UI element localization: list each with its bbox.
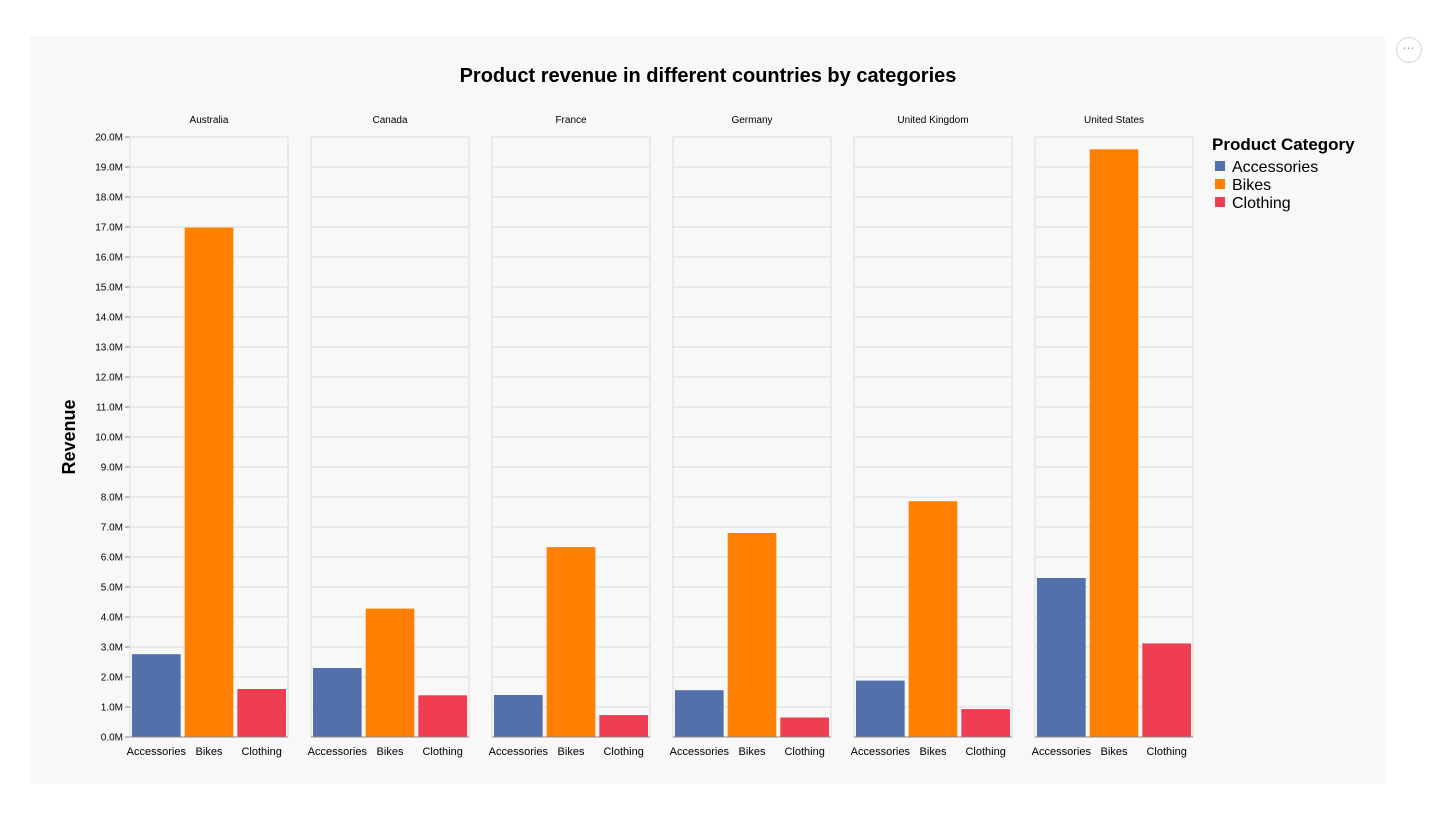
legend-item-bikes[interactable]: Bikes — [1215, 177, 1271, 194]
bar-accessories[interactable] — [856, 680, 905, 737]
y-tick-label: 2.0M — [101, 673, 123, 684]
x-category-label: Bikes — [558, 746, 585, 758]
facet-label: United Kingdom — [897, 115, 968, 126]
facet-france: France Accessories Bikes Clothing — [489, 115, 651, 758]
x-category-label: Bikes — [196, 746, 223, 758]
facet-label: Australia — [190, 115, 229, 126]
bar-accessories[interactable] — [1037, 578, 1086, 737]
x-category-label: Accessories — [127, 746, 187, 758]
y-axis-title: Revenue — [59, 399, 79, 474]
x-category-label: Clothing — [422, 746, 462, 758]
x-category-label: Bikes — [377, 746, 404, 758]
legend-label: Bikes — [1232, 177, 1271, 194]
x-category-label: Accessories — [489, 746, 549, 758]
bar-accessories[interactable] — [313, 668, 362, 737]
facet-united-kingdom: United Kingdom Accessories Bikes Clothing — [851, 115, 1013, 758]
bar-bikes[interactable] — [365, 608, 415, 737]
facets: Australia Accessories Bikes Clothing Canada A… — [127, 115, 1194, 758]
legend-swatch — [1215, 161, 1225, 171]
x-category-label: Bikes — [1101, 746, 1128, 758]
y-tick-label: 18.0M — [95, 193, 123, 204]
facet-germany: Germany Accessories Bikes Clothing — [670, 115, 832, 758]
bar-clothing[interactable] — [780, 717, 829, 738]
y-axis-ticks: 0.0M 1.0M 2.0M 3.0M 4.0M 5.0M 6.0M 7.0M 8.0M 9.0M… — [95, 133, 130, 744]
bar-accessories[interactable] — [494, 695, 543, 737]
legend-item-clothing[interactable]: Clothing — [1215, 195, 1291, 212]
facet-australia: Australia Accessories Bikes Clothing — [127, 115, 289, 758]
y-tick-label: 15.0M — [95, 283, 123, 294]
y-tick-label: 1.0M — [101, 703, 123, 714]
bar-clothing[interactable] — [1142, 643, 1191, 737]
bar-bikes[interactable] — [184, 227, 234, 737]
facet-canada: Canada Accessories Bikes Clothing — [308, 115, 470, 758]
legend-title: Product Category — [1212, 135, 1355, 154]
x-category-label: Clothing — [1146, 746, 1186, 758]
facet-united-states: United States Accessories Bikes Clothing — [1032, 115, 1194, 758]
more-horizontal-icon: ⋯ — [1402, 41, 1416, 55]
x-category-label: Accessories — [1032, 746, 1092, 758]
x-category-label: Accessories — [308, 746, 368, 758]
bar-bikes[interactable] — [546, 547, 596, 737]
x-category-label: Bikes — [920, 746, 947, 758]
legend: Product Category AccessoriesBikesClothin… — [1212, 135, 1355, 212]
legend-label: Accessories — [1232, 159, 1318, 176]
y-tick-label: 3.0M — [101, 643, 123, 654]
facet-label: Germany — [731, 115, 772, 126]
bar-bikes[interactable] — [908, 501, 958, 737]
x-category-label: Clothing — [784, 746, 824, 758]
y-tick-label: 0.0M — [101, 733, 123, 744]
bar-accessories[interactable] — [675, 690, 724, 737]
x-category-label: Clothing — [603, 746, 643, 758]
bar-bikes[interactable] — [727, 533, 777, 737]
bar-clothing[interactable] — [418, 695, 467, 737]
y-tick-label: 20.0M — [95, 133, 123, 144]
y-tick-label: 12.0M — [95, 373, 123, 384]
y-tick-label: 5.0M — [101, 583, 123, 594]
more-options-button[interactable]: ⋯ — [1396, 37, 1422, 63]
bar-accessories[interactable] — [132, 654, 181, 737]
y-tick-label: 19.0M — [95, 163, 123, 174]
y-tick-label: 17.0M — [95, 223, 123, 234]
x-category-label: Accessories — [851, 746, 911, 758]
bar-clothing[interactable] — [237, 689, 286, 737]
y-tick-label: 6.0M — [101, 553, 123, 564]
facet-label: United States — [1084, 115, 1144, 126]
y-tick-label: 16.0M — [95, 253, 123, 264]
facet-label: Canada — [372, 115, 407, 126]
legend-label: Clothing — [1232, 195, 1291, 212]
y-tick-label: 10.0M — [95, 433, 123, 444]
faceted-bar-chart: Product revenue in different countries b… — [59, 65, 1355, 758]
facet-label: France — [555, 115, 587, 126]
legend-swatch — [1215, 197, 1225, 207]
bar-bikes[interactable] — [1089, 149, 1139, 738]
y-tick-label: 8.0M — [101, 493, 123, 504]
y-tick-label: 7.0M — [101, 523, 123, 534]
x-category-label: Clothing — [241, 746, 281, 758]
legend-swatch — [1215, 179, 1225, 189]
x-category-label: Bikes — [739, 746, 766, 758]
bar-clothing[interactable] — [599, 715, 648, 737]
y-tick-label: 11.0M — [96, 403, 123, 414]
x-category-label: Accessories — [670, 746, 730, 758]
chart-title: Product revenue in different countries b… — [460, 65, 957, 87]
y-tick-label: 9.0M — [101, 463, 123, 474]
bar-clothing[interactable] — [961, 709, 1010, 737]
chart-card: Product revenue in different countries b… — [30, 36, 1385, 784]
y-tick-label: 14.0M — [95, 313, 123, 324]
y-tick-label: 13.0M — [95, 343, 123, 354]
legend-item-accessories[interactable]: Accessories — [1215, 159, 1318, 176]
y-tick-label: 4.0M — [101, 613, 123, 624]
x-category-label: Clothing — [965, 746, 1005, 758]
